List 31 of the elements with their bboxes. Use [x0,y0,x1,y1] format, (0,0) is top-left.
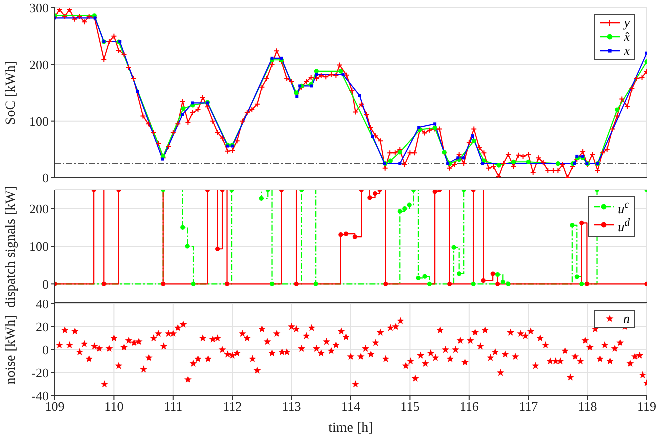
y-tick-label: 0 [42,276,49,292]
x-tick-label: 117 [519,399,539,414]
legend-label: u$^{d}$ [618,216,630,235]
legend-label: x̂ [624,29,630,44]
x-tick-label: 119 [637,399,656,414]
y-tick-label: 200 [30,57,49,72]
y-tick-label: 300 [30,0,49,16]
x-tick-label: 113 [282,399,302,414]
y-axis-title: noise [kWh] [4,315,20,385]
y-tick-label: 20 [36,320,49,335]
x-axis-title: time [h] [328,421,374,436]
x-tick-label: 118 [578,399,598,414]
y-tick-label: 100 [30,114,49,129]
y-tick-label: 0 [42,170,49,186]
y-tick-label: 0 [42,342,49,358]
y-tick-label: 200 [30,201,49,216]
y-axis-title: dispatch signals [kW] [4,185,20,308]
x-tick-label: 115 [400,399,420,414]
y-tick-label: 40 [36,296,49,312]
legend-label: x [624,43,630,58]
y-tick-label: 100 [30,239,49,254]
x-tick-label: 110 [104,399,124,414]
legend-label: u$^{c}$ [618,198,630,216]
y-tick-label: -20 [32,366,49,381]
x-tick-label: 112 [223,399,242,414]
x-tick-label: 116 [460,399,480,414]
legend-label: y [624,15,630,30]
x-tick-label: 114 [341,399,361,414]
x-tick-label: 111 [164,399,183,414]
legend-label: n [624,311,630,326]
y-axis-title: SoC [kWh] [4,60,20,126]
